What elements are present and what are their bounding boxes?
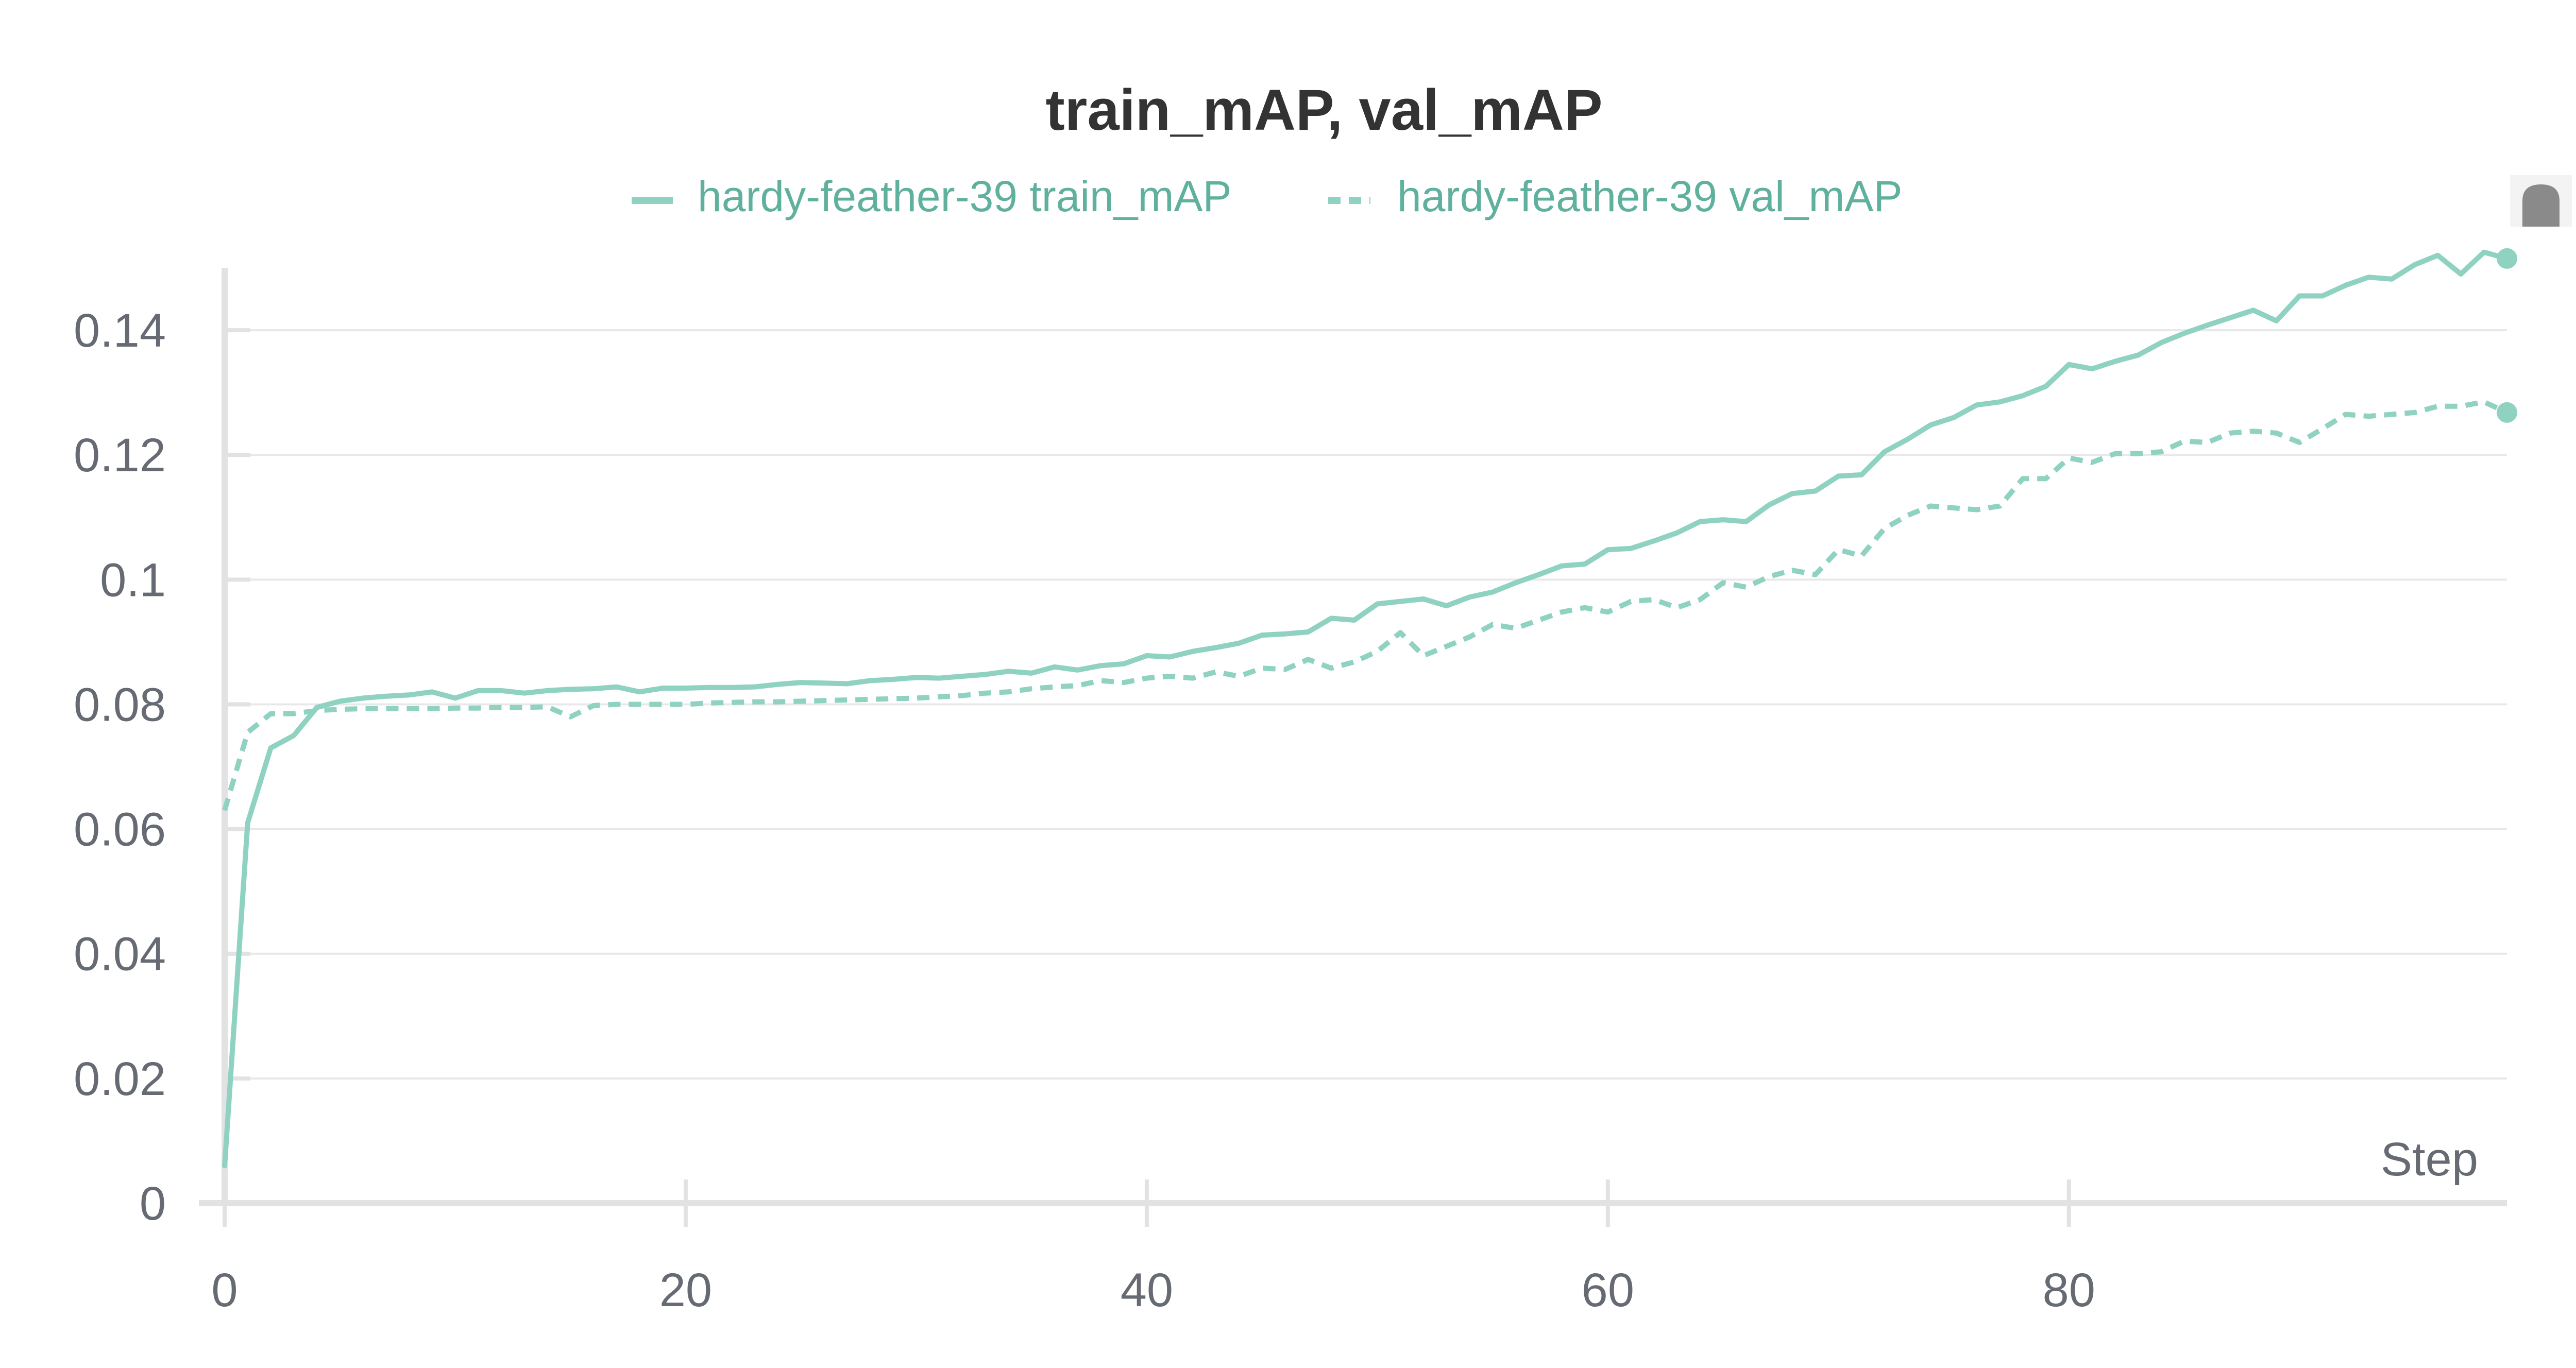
train-map-line bbox=[222, 249, 2510, 1169]
legend[interactable]: hardy-feather-39 train_mAP hardy-feather… bbox=[632, 172, 1902, 220]
x-tick-label: 80 bbox=[2043, 1264, 2095, 1316]
y-tick-label: 0.06 bbox=[74, 803, 166, 856]
val-map-line bbox=[222, 399, 2509, 811]
x-tick-label: 20 bbox=[659, 1264, 712, 1316]
y-tick-label: 0.14 bbox=[74, 304, 166, 357]
y-tick-label: 0.04 bbox=[74, 928, 166, 981]
x-tick-label: 60 bbox=[1582, 1264, 1634, 1316]
grid bbox=[225, 329, 2507, 1080]
axes bbox=[199, 268, 2507, 1206]
ticks: 0 0.02 0.04 0.06 0.08 0.1 0.12 0.14 0 20 40 60 80 bbox=[74, 304, 2095, 1316]
chart-title: train_mAP, val_mAP bbox=[1045, 78, 1602, 142]
y-tick-label: 0.08 bbox=[74, 678, 166, 731]
x-axis-title: Step bbox=[2381, 1133, 2478, 1186]
y-tick-label: 0.12 bbox=[74, 429, 166, 482]
panel-menu-icon[interactable] bbox=[2510, 175, 2572, 227]
y-tick-label: 0.1 bbox=[100, 554, 166, 606]
legend-label-train[interactable]: hardy-feather-39 train_mAP bbox=[698, 172, 1232, 220]
x-tick-label: 0 bbox=[211, 1264, 238, 1316]
y-tick-label: 0 bbox=[140, 1177, 166, 1230]
val-map-end-point bbox=[2497, 402, 2517, 423]
train-map-end-point bbox=[2497, 248, 2517, 269]
y-tick-label: 0.02 bbox=[74, 1053, 166, 1105]
series-lines bbox=[222, 248, 2517, 1169]
legend-label-val[interactable]: hardy-feather-39 val_mAP bbox=[1397, 172, 1902, 220]
x-tick-label: 40 bbox=[1121, 1264, 1173, 1316]
